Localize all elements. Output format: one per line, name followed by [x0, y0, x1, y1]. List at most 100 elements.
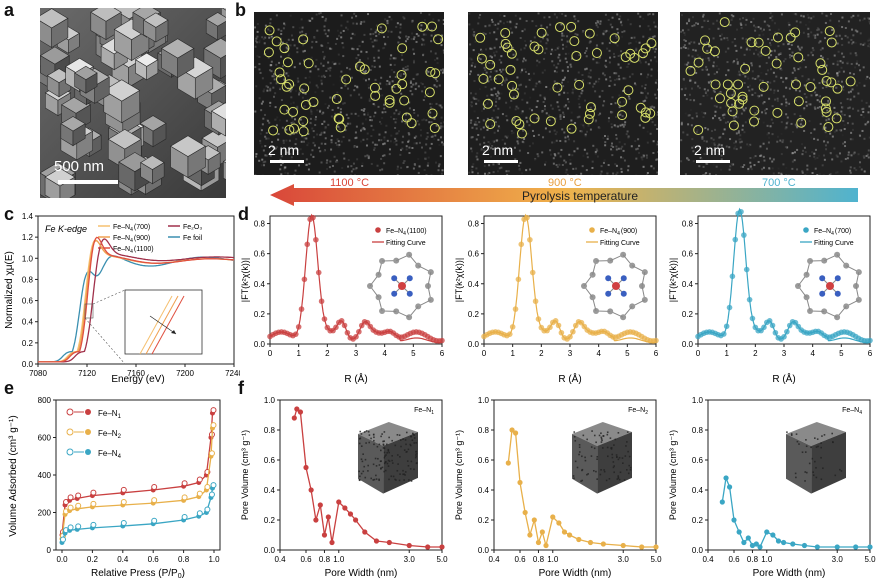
haadf-picture-700: [680, 12, 870, 175]
exafs-data-point: [721, 331, 727, 337]
exafs-data-point: [552, 318, 559, 324]
pore-data-point: [531, 517, 537, 523]
exafs-xtick: 5: [411, 349, 416, 358]
legend-adsorption-swatch: [85, 449, 91, 455]
panel-letter-f: f: [238, 378, 244, 398]
single-atom-marker: [772, 32, 783, 43]
exafs-data-point: [344, 329, 351, 336]
pore-data-point: [308, 487, 314, 493]
single-atom-marker: [733, 79, 744, 90]
isotherm-ytick: 600: [38, 434, 52, 443]
legend-swatch-data: [803, 227, 809, 233]
pore-data-point: [303, 464, 309, 471]
exafs-data-point: [298, 306, 305, 312]
exafs-data-point: [547, 324, 553, 331]
xanes-ylabel: Normalized χμ(E): [4, 251, 15, 329]
pore-data-point: [561, 529, 568, 535]
single-atom-marker: [299, 83, 310, 94]
exafs-legend-fit: Fitting Curve: [814, 240, 854, 247]
single-atom-marker: [771, 58, 782, 69]
pore-ylabel: Pore Volume (cm³ g⁻¹): [240, 430, 250, 520]
single-atom-marker: [529, 41, 540, 52]
porous-cube-render: [358, 422, 418, 494]
pore-xtick: 1.0: [547, 555, 559, 564]
pore-data-point: [814, 544, 820, 550]
pore-ytick: 0.0: [478, 546, 490, 555]
single-atom-marker: [384, 95, 395, 106]
pore-xtick: 5.0: [436, 555, 448, 564]
exafs-ylabel: |FT(k²χ(k))|: [668, 258, 678, 302]
single-atom-marker: [569, 36, 580, 47]
single-atom-marker: [693, 57, 704, 68]
legend-fen2: Fe–N2: [98, 429, 122, 440]
pore-xlabel: Pore Width (nm): [325, 568, 398, 579]
single-atom-marker: [397, 79, 408, 90]
pore-ytick: 0.6: [478, 456, 490, 465]
isotherm-desorption-point: [181, 480, 188, 487]
exafs-xtick: 0: [268, 349, 273, 358]
exafs-data-point: [301, 276, 308, 283]
exafs-legend-data: Fe–N4(900): [600, 228, 637, 237]
pore-data-point: [336, 499, 342, 505]
pore-ytick: 1.0: [692, 396, 704, 405]
exafs-xtick: 0: [482, 349, 487, 358]
single-atom-marker: [584, 28, 595, 39]
single-atom-marker: [824, 26, 835, 37]
single-atom-marker: [725, 88, 736, 99]
single-atom-marker: [790, 79, 801, 90]
single-atom-marker: [359, 64, 370, 75]
isotherm-desorption-point: [90, 500, 97, 507]
single-atom-marker: [476, 53, 487, 64]
exafs-legend-fit: Fitting Curve: [600, 240, 640, 247]
single-atom-marker: [429, 123, 440, 134]
single-atom-marker: [609, 33, 620, 44]
isotherm-desorption-point: [67, 504, 74, 511]
single-atom-marker: [433, 34, 444, 45]
pore-xtick: 0.6: [514, 555, 526, 564]
xanes-xtick: 7160: [127, 369, 145, 378]
single-atom-marker: [268, 125, 279, 136]
exafs-data-point: [518, 241, 525, 248]
single-atom-marker: [710, 79, 721, 90]
exafs-data-point: [356, 328, 362, 335]
arrow-temp-700: 700 °C: [762, 177, 796, 189]
pore-xtick: 5.0: [864, 555, 876, 564]
single-atom-marker: [276, 74, 287, 85]
isotherm-xtick: 0.2: [87, 555, 99, 564]
exafs-data-point: [509, 324, 516, 330]
pore-xtick: 1.0: [761, 555, 773, 564]
single-atom-marker: [805, 82, 816, 93]
single-atom-marker: [545, 116, 556, 127]
exafs-xtick: 6: [654, 349, 659, 358]
single-atom-marker: [753, 37, 764, 48]
pore-data-point: [386, 539, 392, 546]
isotherm-desorption-point: [210, 422, 217, 429]
single-atom-marker: [391, 83, 402, 94]
sem-cube: [134, 52, 159, 81]
exafs-xtick: 5: [839, 349, 844, 358]
exafs-data-point: [578, 319, 585, 326]
single-atom-marker: [552, 82, 563, 93]
pore-data-point: [790, 541, 796, 547]
single-atom-marker: [638, 48, 649, 59]
single-atom-marker: [427, 108, 438, 119]
single-atom-marker: [334, 114, 345, 125]
isotherm-desorption-point: [75, 523, 82, 530]
single-atom-marker: [617, 96, 628, 107]
single-atom-marker: [645, 108, 656, 119]
exafs-data-point: [792, 319, 799, 326]
pore-data-point: [329, 539, 335, 546]
exafs-xtick: 1: [296, 349, 301, 358]
exafs-data-point: [293, 331, 299, 337]
exafs-xlabel: R (Å): [558, 372, 581, 384]
exafs-data-point: [338, 318, 345, 324]
sem-cube: [169, 135, 206, 179]
single-atom-marker: [370, 90, 381, 101]
sem-cube: [40, 8, 69, 48]
exafs-data-point: [321, 316, 328, 322]
exafs-data-point: [567, 333, 573, 340]
pore-xtick: 0.4: [702, 555, 714, 564]
single-atom-marker: [749, 116, 760, 127]
exafs-data-point: [766, 318, 773, 324]
